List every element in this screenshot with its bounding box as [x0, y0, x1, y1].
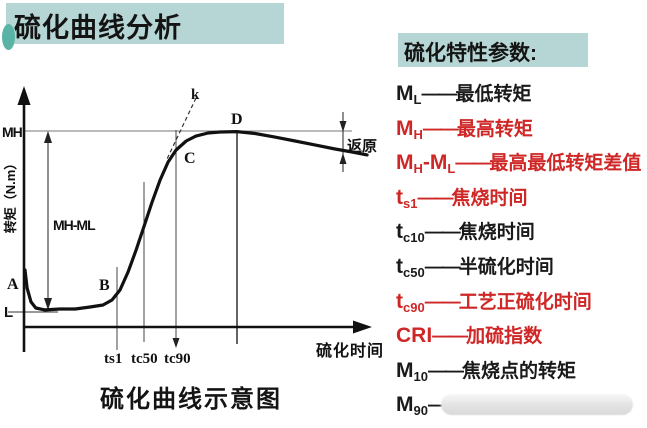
param-dash: ——	[424, 291, 461, 313]
point-a-label: A	[7, 276, 19, 293]
obscured-text-patch	[440, 394, 633, 416]
param-row: M10——焦烧点的转矩	[396, 359, 647, 394]
params-panel-title: 硫化特性参数:	[404, 42, 537, 65]
mh-ml-arrow-down	[44, 298, 52, 310]
params-panel-header: 硫化特性参数:	[398, 33, 588, 67]
param-dash: ——	[424, 256, 461, 278]
point-b-label: B	[99, 277, 110, 294]
title-banner	[2, 3, 284, 50]
param-desc: 最高转矩	[456, 118, 533, 140]
point-c-label: C	[184, 150, 196, 167]
tc90-guide-arrowhead	[172, 338, 180, 348]
param-desc: 半硫化时间	[458, 256, 554, 278]
param-term: M10	[396, 358, 428, 384]
param-term: tc10	[396, 220, 425, 246]
param-dash: ——	[455, 153, 491, 175]
ml-label: L	[4, 304, 13, 321]
param-term: ts1	[396, 185, 418, 211]
param-desc: 最高最低转矩差值	[489, 153, 642, 175]
param-row: tc90——工艺正硫化时间	[396, 290, 647, 325]
param-desc: 工艺正硫化时间	[458, 291, 592, 313]
param-row: MH-ML——最高最低转矩差值	[396, 151, 647, 186]
reversion-arrow-up	[339, 153, 347, 164]
param-desc: 焦烧时间	[451, 187, 528, 209]
mh-ml-arrow-up	[44, 131, 52, 143]
param-row: ts1——焦烧时间	[396, 186, 647, 221]
param-dash: ——	[424, 222, 461, 244]
param-desc: 最低转矩	[455, 84, 532, 105]
reversion-label: 返原	[347, 137, 377, 155]
vulcanization-curve-chart: MH L 转矩（N.m） MH-ML A B C D k 返原 ts1 tc50…	[2, 86, 384, 367]
ts1-tick-label: ts1	[104, 351, 122, 367]
chart-caption: 硫化曲线示意图	[100, 386, 282, 413]
param-row: MH——最高转矩	[396, 117, 647, 152]
param-term: ML	[396, 82, 422, 107]
tangent-k-label: k	[191, 87, 200, 103]
param-dash: ——	[422, 118, 459, 140]
x-axis-label: 硫化时间	[316, 341, 384, 360]
param-term: CRI	[396, 324, 433, 348]
param-term: tc90	[396, 289, 425, 315]
tc90-tick-label: tc90	[164, 351, 191, 367]
param-row: tc50——半硫化时间	[396, 255, 647, 290]
reversion-arrow-down	[339, 121, 347, 132]
y-axis-arrowhead	[17, 86, 31, 105]
banner-accent-shape	[2, 24, 15, 50]
params-list: ML——最低转矩 MH——最高转矩 MH-ML——最高最低转矩差值 ts1——焦烧时间…	[396, 82, 647, 428]
tc50-tick-label: tc50	[131, 351, 158, 367]
param-desc: 加硫指数	[466, 326, 543, 348]
param-term: tc50	[396, 254, 425, 280]
param-row: tc10——焦烧时间	[396, 220, 647, 255]
param-desc: 焦烧时间	[458, 222, 535, 244]
point-d-label: D	[231, 111, 243, 128]
x-axis-arrowhead	[353, 320, 372, 334]
param-desc: 焦烧点的转矩	[461, 360, 576, 382]
param-dash: ——	[417, 187, 453, 209]
param-dash: ——	[421, 84, 457, 105]
param-dash: ——	[432, 326, 468, 348]
param-term: MH-ML	[396, 151, 456, 177]
page-title: 硫化曲线分析	[14, 13, 182, 43]
param-row: M90—	[396, 393, 647, 428]
tangent-line-k	[166, 97, 197, 160]
mh-label: MH	[2, 124, 23, 140]
vulcanization-curve	[23, 130, 369, 312]
param-row: ML——最低转矩	[396, 82, 647, 117]
param-term: MH	[396, 116, 423, 142]
mh-ml-span-label: MH-ML	[53, 217, 96, 233]
param-term: M90	[396, 393, 428, 419]
param-row: CRI——加硫指数	[396, 324, 647, 359]
y-axis-label: 转矩（N.m）	[3, 157, 18, 234]
param-dash: ——	[427, 360, 464, 382]
